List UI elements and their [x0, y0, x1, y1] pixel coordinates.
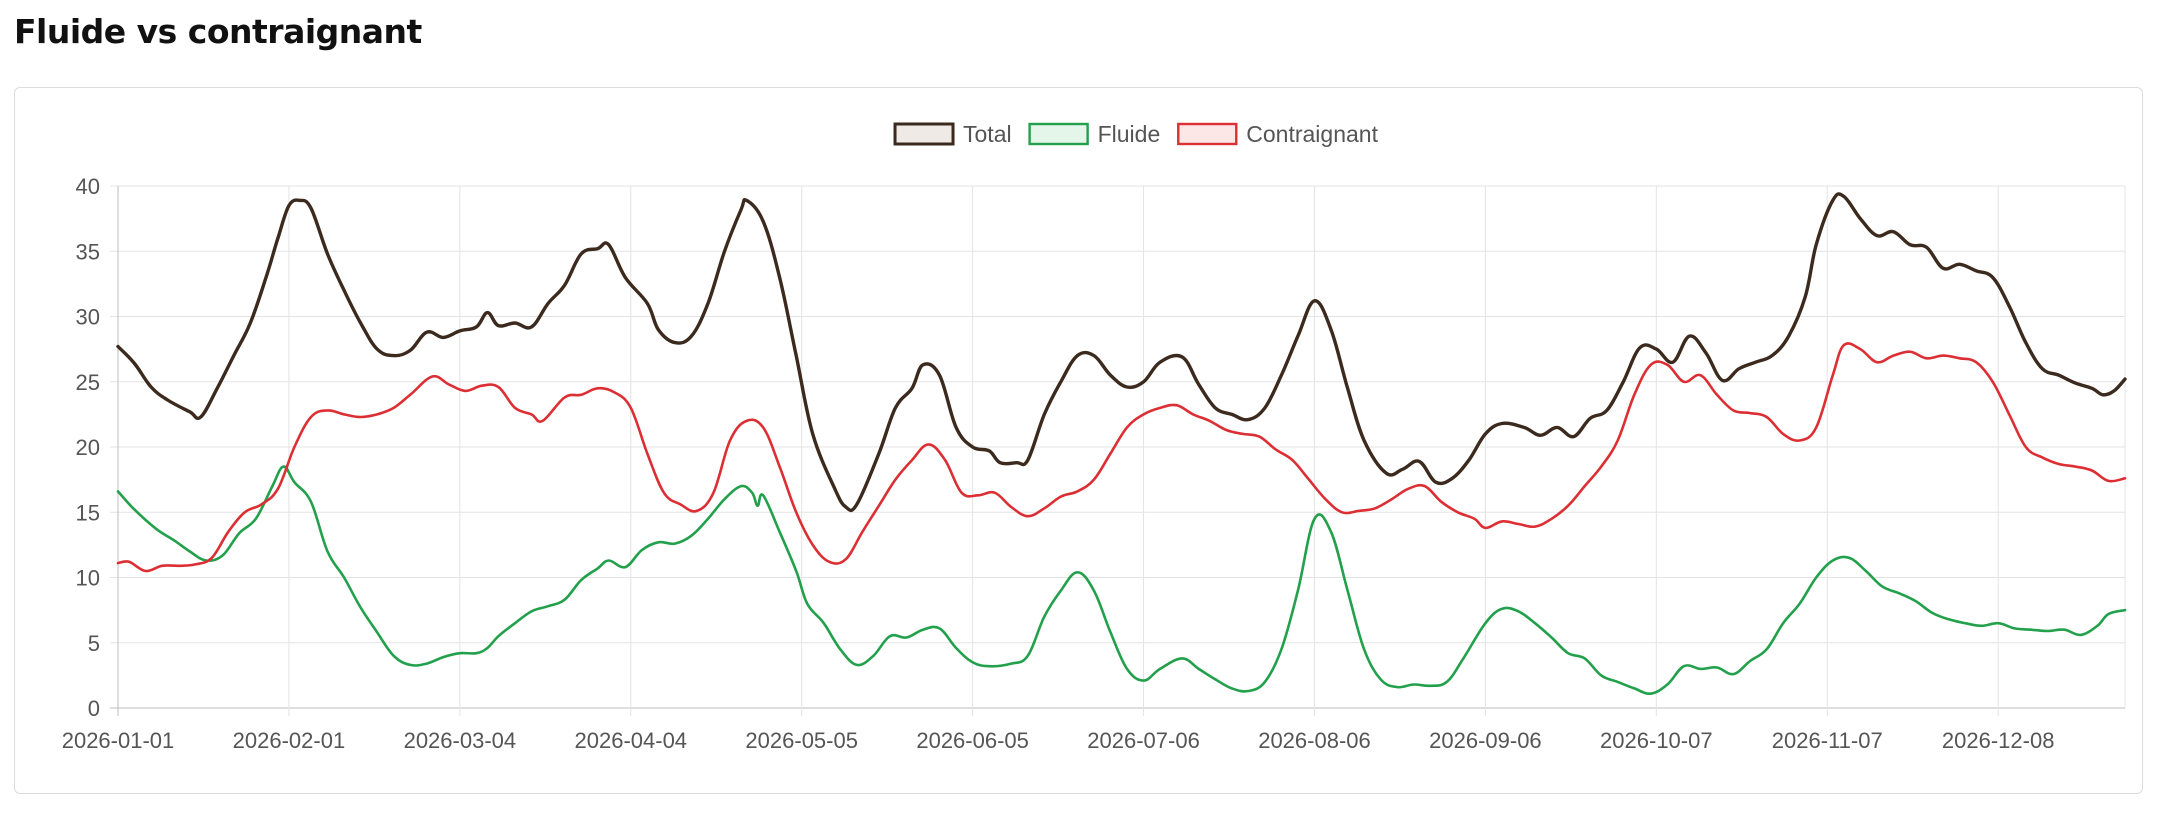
grid	[110, 185, 2126, 716]
legend[interactable]: Total Fluide Contraignant	[893, 121, 1379, 147]
x-tick-label: 2026-02-01	[233, 728, 346, 753]
x-tick-label: 2026-06-05	[916, 728, 1029, 753]
chart-card: 0 5 10 15 20 25 30 35 40 2026-01-01 2026-02-01 202…	[14, 87, 2143, 794]
series-line-contraignant	[116, 342, 2127, 573]
page-title: Fluide vs contraignant	[14, 12, 422, 51]
y-tick-label: 10	[76, 566, 100, 591]
legend-item-total[interactable]: Total	[893, 121, 1012, 147]
x-tick-label: 2026-10-07	[1600, 728, 1713, 753]
series-line-fluide	[116, 465, 2127, 695]
x-tick-label: 2026-11-07	[1772, 728, 1883, 753]
legend-swatch	[1177, 122, 1238, 146]
legend-item-fluide[interactable]: Fluide	[1028, 121, 1161, 147]
y-tick-label: 5	[88, 631, 100, 656]
y-tick-label: 25	[76, 370, 100, 395]
x-tick-label: 2026-05-05	[745, 728, 858, 753]
x-axis-labels: 2026-01-01 2026-02-01 2026-03-04 2026-04-04…	[62, 728, 2055, 753]
x-tick-label: 2026-01-01	[62, 728, 175, 753]
y-tick-label: 0	[88, 696, 100, 721]
legend-label: Total	[963, 121, 1012, 147]
y-tick-label: 35	[76, 239, 100, 264]
x-tick-label: 2026-08-06	[1258, 728, 1371, 753]
legend-swatch	[893, 122, 955, 146]
y-tick-label: 30	[76, 305, 100, 330]
x-tick-label: 2026-04-04	[575, 728, 688, 753]
series-lines	[116, 192, 2127, 695]
y-tick-label: 15	[76, 500, 100, 525]
y-tick-label: 40	[76, 174, 100, 199]
legend-label: Fluide	[1098, 121, 1161, 147]
x-tick-label: 2026-07-06	[1087, 728, 1200, 753]
legend-item-contraignant[interactable]: Contraignant	[1177, 121, 1379, 147]
x-tick-label: 2026-12-08	[1942, 728, 2055, 753]
x-tick-label: 2026-09-06	[1429, 728, 1542, 753]
series-line-total	[116, 192, 2127, 513]
legend-swatch	[1028, 122, 1089, 146]
y-tick-label: 20	[76, 435, 100, 460]
y-axis-labels: 0 5 10 15 20 25 30 35 40	[76, 174, 100, 721]
legend-label: Contraignant	[1246, 121, 1378, 147]
x-tick-label: 2026-03-04	[404, 728, 517, 753]
